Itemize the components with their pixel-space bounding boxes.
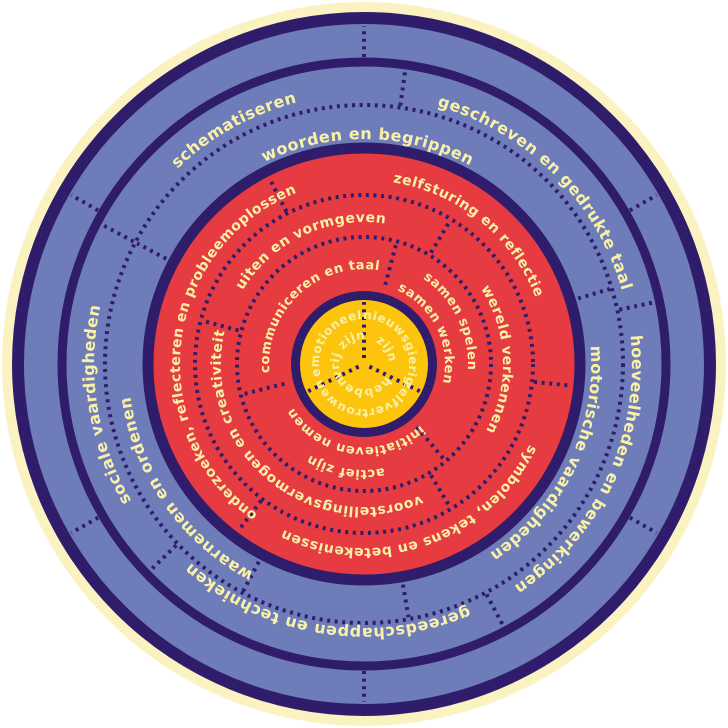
blue-inner-ring-divider [577,286,611,301]
red-middle-ring-divider [429,474,452,509]
blue-outer-band-divider [70,193,100,213]
red-middle-ring-divider [202,318,239,333]
red-dotted-separator-outer [193,193,535,535]
core-field [300,300,428,428]
blue-outer-ring-divider [618,299,657,312]
blue-inner-ring-divider [400,584,411,618]
blue-inner-ring-divider [241,560,261,592]
red-middle-ring-divider [429,219,452,254]
blue-outer-ring-divider [99,221,135,244]
blue-dotted-separator [103,103,625,625]
red-outer-ring-divider [533,379,572,388]
blue-outer-band-divider [628,193,658,213]
blue-outer-ring-divider [398,67,408,106]
red-outer-ring-divider [267,177,289,213]
core-basiskenmerken-divider [307,364,360,393]
core-basiskenmerken-divider [368,364,421,393]
red-dotted-separator-inner [235,235,493,493]
blue-outer-ring-divider [484,593,507,629]
blue-inner-ring-divider [136,241,168,261]
blue-outer-band-divider [628,515,658,535]
blue-outer-band-divider [70,515,100,535]
blue-outer-ring-divider [147,543,178,574]
red-outer-ring-divider [237,499,263,532]
solid-separator [57,57,671,671]
